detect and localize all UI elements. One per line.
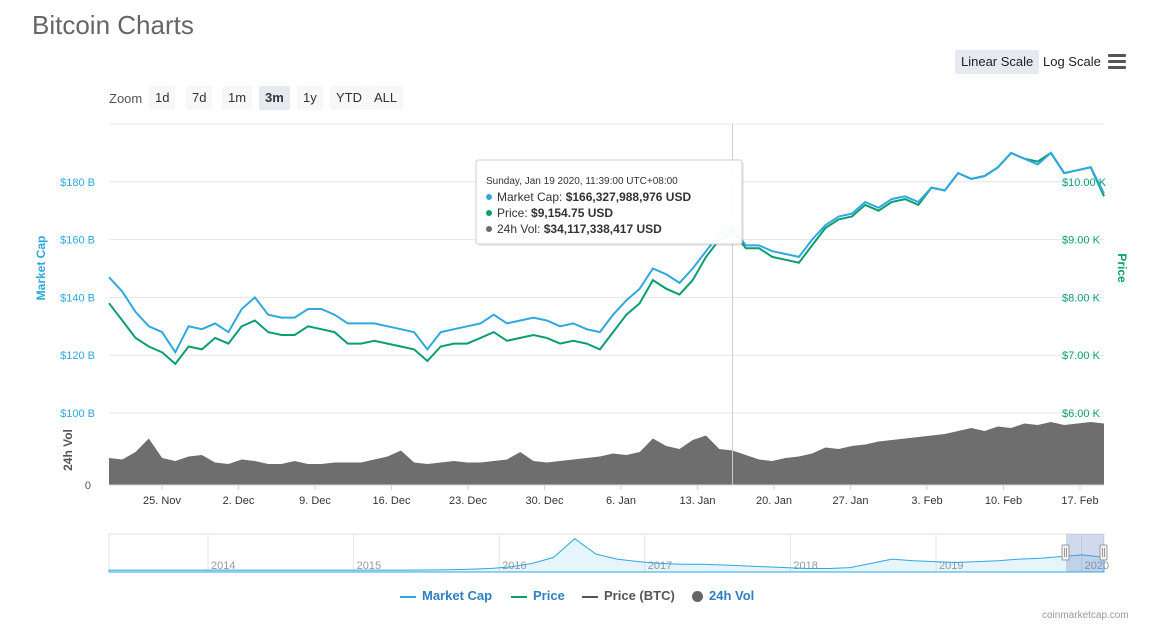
legend-label: Market Cap [422,588,493,603]
x-axis-tick-label: 17. Feb [1061,495,1098,507]
left-axis-tick-label: $180 B [60,177,95,189]
market-cap-line [108,151,1105,355]
x-axis-tick-label: 2. Dec [223,495,255,507]
legend-label: Price (BTC) [604,588,675,603]
x-axis-tick-label: 30. Dec [526,495,564,507]
zoom-label: Zoom [109,91,143,106]
tooltip-box [475,159,743,245]
navigator-handle-right-icon[interactable] [1099,544,1108,561]
legend-line-icon [511,595,527,598]
x-axis-tick-label: 23. Dec [449,495,487,507]
left-axis-title: Market Cap [34,236,48,301]
right-axis-tick-label: $6.00 K [1062,408,1101,420]
zoom-button-1d[interactable]: 1d [149,86,176,110]
volume-axis-title: 24h Vol [61,429,75,471]
legend-line-icon [582,595,598,598]
navigator-series [108,538,1105,573]
tooltip-row-value: $34,117,338,417 USD [544,222,662,236]
log-scale-button[interactable]: Log Scale [1043,54,1101,69]
tooltip-row: Market Cap: $166,327,988,976 USD [497,190,691,204]
right-axis-title: Price [1115,253,1129,283]
navigator-year-label: 2015 [357,560,381,572]
navigator-selection[interactable] [1066,534,1104,572]
page-title: Bitcoin Charts [32,10,194,40]
tooltip-row-label: Market Cap: [497,190,566,204]
legend-dot-icon [692,591,703,603]
credits-link[interactable]: coinmarketcap.com [1042,610,1129,621]
x-axis-tick-label: 10. Feb [985,495,1022,507]
left-axis-tick-label: $160 B [60,235,95,247]
x-axis-tick-label: 6. Jan [606,495,636,507]
tooltip-row-label: Price: [497,206,531,220]
x-axis-tick-label: 16. Dec [373,495,411,507]
right-axis-tick-label: $7.00 K [1062,350,1101,362]
zoom-button-1y[interactable]: 1y [297,86,323,110]
tooltip-bullet [486,226,492,232]
navigator-year-label: 2020 [1085,560,1109,572]
tooltip-date: Sunday, Jan 19 2020, 11:39:00 UTC+08:00 [486,176,678,187]
zoom-button-1m[interactable]: 1m [222,86,253,110]
tooltip-row-value: $166,327,988,976 USD [566,190,692,204]
volume-area [109,422,1104,485]
hamburger-menu-icon[interactable] [1108,54,1126,70]
x-axis-tick-label: 3. Feb [911,495,942,507]
zoom-button-7d[interactable]: 7d [186,86,213,110]
tooltip-row-label: 24h Vol: [497,222,544,236]
volume-axis-tick-label: 0 [85,480,91,492]
legend-label: 24h Vol [709,588,755,603]
navigator-year-label: 2014 [211,560,235,572]
tooltip-row: 24h Vol: $34,117,338,417 USD [497,222,662,236]
navigator-handle-left-icon[interactable] [1061,544,1070,561]
linear-scale-button[interactable]: Linear Scale [955,50,1040,74]
left-axis-tick-label: $140 B [60,292,95,304]
left-axis-tick-label: $120 B [60,350,95,362]
navigator-year-label: 2019 [939,560,963,572]
right-axis-tick-label: $9.00 K [1062,235,1101,247]
x-axis-tick-label: 27. Jan [832,495,868,507]
tooltip-bullet [486,210,492,216]
tooltip-bullet [486,194,492,200]
x-axis-tick-label: 25. Nov [143,495,181,507]
legend-label: Price [533,588,565,603]
zoom-button-3m[interactable]: 3m [259,86,290,110]
x-axis-tick-label: 9. Dec [299,495,331,507]
legend-line-icon [400,595,416,598]
right-axis-tick-label: $8.00 K [1062,292,1101,304]
zoom-button-ytd[interactable]: YTD [330,86,368,110]
legend-item-price[interactable]: Price [511,588,565,603]
x-axis-tick-label: 20. Jan [756,495,792,507]
legend-item-market-cap[interactable]: Market Cap [400,588,492,603]
zoom-button-all[interactable]: ALL [368,86,404,110]
legend-item-price-btc[interactable]: Price (BTC) [582,588,675,603]
tooltip-row-value: $9,154.75 USD [531,206,613,220]
left-axis-tick-label: $100 B [60,408,95,420]
legend-item-24h-vol[interactable]: 24h Vol [692,588,754,603]
tooltip-row: Price: $9,154.75 USD [497,206,613,220]
x-axis-tick-label: 13. Jan [679,495,715,507]
